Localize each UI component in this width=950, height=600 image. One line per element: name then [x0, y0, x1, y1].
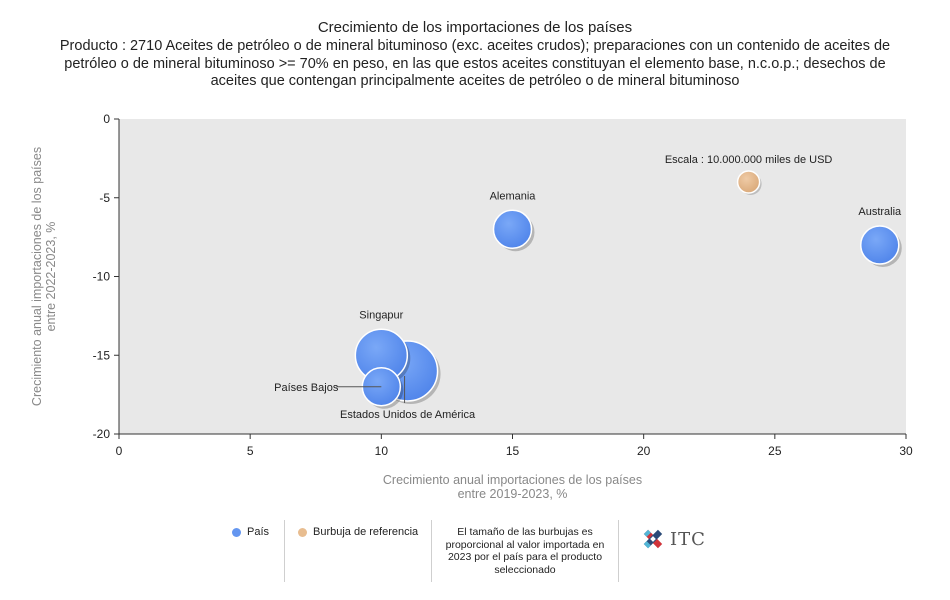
itc-logo-text: ITC — [670, 528, 706, 550]
bubble-label: Singapur — [359, 309, 403, 321]
bubble-point — [492, 209, 533, 249]
x-tick-label: 25 — [768, 444, 782, 458]
legend-item-reference: Burbuja de referencia — [298, 526, 418, 538]
x-tick-label: 15 — [506, 444, 520, 458]
legend-country-label: País — [247, 526, 270, 538]
legend-reference-dot — [298, 527, 307, 537]
legend-divider — [284, 520, 285, 582]
reference-bubble-label: Escala : 10.000.000 miles de USD — [665, 154, 833, 166]
x-tick-label: 10 — [375, 444, 389, 458]
legend-size-note: El tamaño de las burbujas es proporciona… — [445, 526, 605, 576]
y-axis-label: Crecimiento anual importaciones de los p… — [30, 147, 44, 406]
x-axis-label-line2: entre 2019-2023, % — [458, 487, 568, 501]
y-tick-label: -10 — [93, 270, 111, 284]
x-tick-label: 5 — [247, 444, 254, 458]
y-tick-label: -5 — [99, 191, 110, 205]
chart-title: Crecimiento de los importaciones de los … — [317, 19, 633, 36]
legend-reference-label: Burbuja de referencia — [313, 526, 419, 538]
x-tick-label: 20 — [637, 444, 651, 458]
bubble-label: Alemania — [490, 190, 537, 202]
x-axis-label: Crecimiento anual importaciones de los p… — [383, 473, 642, 487]
chart-subtitle: Producto : 2710 Aceites de petróleo o de… — [59, 38, 891, 89]
itc-logo: ITC — [640, 526, 706, 552]
legend: País Burbuja de referencia El tamaño de … — [0, 520, 950, 582]
itc-logo-icon — [643, 529, 663, 549]
bubble-label: Estados Unidos de América — [340, 409, 476, 421]
legend-divider — [618, 520, 619, 582]
bubble-label: Países Bajos — [274, 382, 339, 394]
bubble-label: Australia — [858, 206, 902, 218]
reference-bubble — [736, 170, 761, 194]
y-tick-label: -15 — [93, 348, 111, 362]
x-tick-label: 0 — [116, 444, 123, 458]
bubble-point — [860, 225, 900, 265]
y-tick-label: -20 — [93, 427, 111, 441]
plot-area — [119, 119, 906, 434]
legend-country-dot — [232, 527, 241, 537]
y-tick-label: 0 — [103, 112, 110, 126]
legend-divider — [431, 520, 432, 582]
legend-item-country: País — [232, 526, 269, 538]
x-tick-label: 30 — [899, 444, 913, 458]
y-axis-label-line2: entre 2022-2023, % — [44, 222, 58, 332]
